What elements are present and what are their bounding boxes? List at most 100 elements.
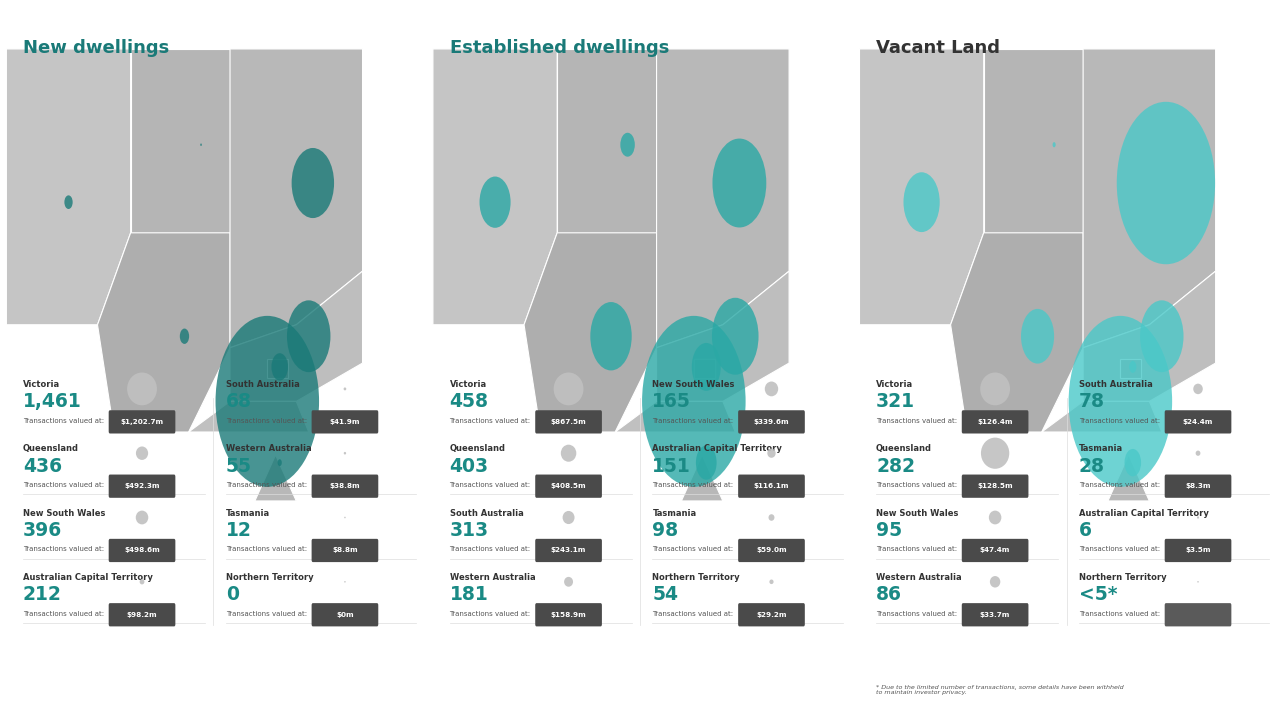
Text: 98: 98: [653, 521, 678, 540]
Text: Tasmania: Tasmania: [1079, 444, 1123, 453]
Text: Transactions valued at:: Transactions valued at:: [225, 546, 307, 552]
Polygon shape: [6, 49, 131, 325]
FancyBboxPatch shape: [961, 603, 1028, 626]
Text: Transactions valued at:: Transactions valued at:: [449, 418, 531, 424]
Text: 54: 54: [653, 585, 678, 604]
Ellipse shape: [1129, 361, 1137, 373]
FancyBboxPatch shape: [311, 539, 379, 562]
Text: $33.7m: $33.7m: [980, 612, 1010, 618]
FancyBboxPatch shape: [739, 539, 805, 562]
Text: 151: 151: [653, 456, 691, 476]
Text: New South Wales: New South Wales: [653, 380, 735, 389]
Polygon shape: [951, 233, 1083, 432]
Text: New South Wales: New South Wales: [876, 508, 959, 518]
Text: 86: 86: [876, 585, 902, 604]
Text: Transactions valued at:: Transactions valued at:: [23, 418, 104, 424]
Ellipse shape: [344, 581, 346, 582]
Ellipse shape: [904, 172, 940, 232]
Text: Victoria: Victoria: [876, 380, 913, 389]
Text: $243.1m: $243.1m: [550, 547, 586, 554]
Polygon shape: [1108, 455, 1149, 501]
Ellipse shape: [1140, 300, 1184, 372]
Text: 313: 313: [449, 521, 489, 540]
Text: $8.3m: $8.3m: [1185, 483, 1211, 489]
Ellipse shape: [215, 316, 319, 487]
Polygon shape: [1083, 49, 1216, 348]
Text: $498.6m: $498.6m: [124, 547, 160, 554]
Polygon shape: [268, 359, 288, 379]
Text: 6: 6: [1079, 521, 1092, 540]
Ellipse shape: [140, 579, 145, 585]
Ellipse shape: [561, 445, 576, 462]
Ellipse shape: [643, 316, 745, 487]
Polygon shape: [657, 271, 788, 401]
Ellipse shape: [713, 138, 767, 228]
FancyBboxPatch shape: [109, 603, 175, 626]
Polygon shape: [1120, 359, 1140, 379]
Text: $128.5m: $128.5m: [978, 483, 1012, 489]
Text: 68: 68: [225, 392, 252, 411]
Text: $408.5m: $408.5m: [550, 483, 586, 489]
Ellipse shape: [1196, 451, 1201, 456]
Text: Victoria: Victoria: [449, 380, 486, 389]
Ellipse shape: [590, 302, 632, 370]
Ellipse shape: [136, 510, 148, 524]
Text: $3.5m: $3.5m: [1185, 547, 1211, 554]
Ellipse shape: [200, 143, 202, 146]
Text: $47.4m: $47.4m: [980, 547, 1010, 554]
Ellipse shape: [292, 148, 334, 218]
Ellipse shape: [271, 354, 288, 381]
Text: South Australia: South Australia: [449, 508, 524, 518]
Text: Transactions valued at:: Transactions valued at:: [225, 611, 307, 616]
Text: 165: 165: [653, 392, 691, 411]
FancyBboxPatch shape: [1165, 474, 1231, 498]
Polygon shape: [255, 455, 296, 501]
Ellipse shape: [989, 510, 1001, 524]
Ellipse shape: [1125, 449, 1140, 477]
Ellipse shape: [344, 517, 346, 518]
Text: Queensland: Queensland: [876, 444, 932, 453]
Polygon shape: [681, 455, 723, 501]
FancyBboxPatch shape: [1165, 539, 1231, 562]
Ellipse shape: [980, 438, 1009, 469]
Text: Victoria: Victoria: [23, 380, 60, 389]
FancyBboxPatch shape: [535, 410, 602, 433]
Ellipse shape: [344, 452, 346, 454]
FancyBboxPatch shape: [961, 410, 1028, 433]
Text: $29.2m: $29.2m: [756, 612, 787, 618]
Ellipse shape: [1021, 309, 1055, 364]
Text: $158.9m: $158.9m: [550, 612, 586, 618]
Text: Transactions valued at:: Transactions valued at:: [23, 611, 104, 616]
FancyBboxPatch shape: [109, 410, 175, 433]
Text: Transactions valued at:: Transactions valued at:: [653, 418, 733, 424]
Text: Transactions valued at:: Transactions valued at:: [876, 418, 957, 424]
Ellipse shape: [278, 459, 282, 466]
Polygon shape: [230, 271, 362, 401]
Text: 282: 282: [876, 456, 915, 476]
Text: $38.8m: $38.8m: [330, 483, 360, 489]
Text: Transactions valued at:: Transactions valued at:: [1079, 418, 1160, 424]
Text: Transactions valued at:: Transactions valued at:: [653, 546, 733, 552]
Text: Western Australia: Western Australia: [449, 573, 535, 582]
Polygon shape: [616, 401, 735, 432]
Ellipse shape: [712, 298, 759, 374]
Polygon shape: [97, 233, 230, 432]
FancyBboxPatch shape: [961, 474, 1028, 498]
Ellipse shape: [764, 382, 778, 396]
Text: Tasmania: Tasmania: [653, 508, 696, 518]
Text: * Due to the limited number of transactions, some details have been withheld
to : * Due to the limited number of transacti…: [876, 685, 1124, 696]
Text: Northern Territory: Northern Territory: [653, 573, 740, 582]
Ellipse shape: [179, 328, 189, 344]
FancyBboxPatch shape: [1165, 603, 1231, 626]
Text: $41.9m: $41.9m: [330, 419, 360, 425]
Text: 1,461: 1,461: [23, 392, 82, 411]
Text: 458: 458: [449, 392, 489, 411]
Text: Western Australia: Western Australia: [225, 444, 311, 453]
Ellipse shape: [1197, 516, 1199, 518]
Ellipse shape: [621, 132, 635, 157]
Text: Queensland: Queensland: [449, 444, 506, 453]
Text: $1,202.7m: $1,202.7m: [120, 419, 164, 425]
FancyBboxPatch shape: [311, 474, 379, 498]
Text: 78: 78: [1079, 392, 1105, 411]
Text: $116.1m: $116.1m: [754, 483, 790, 489]
